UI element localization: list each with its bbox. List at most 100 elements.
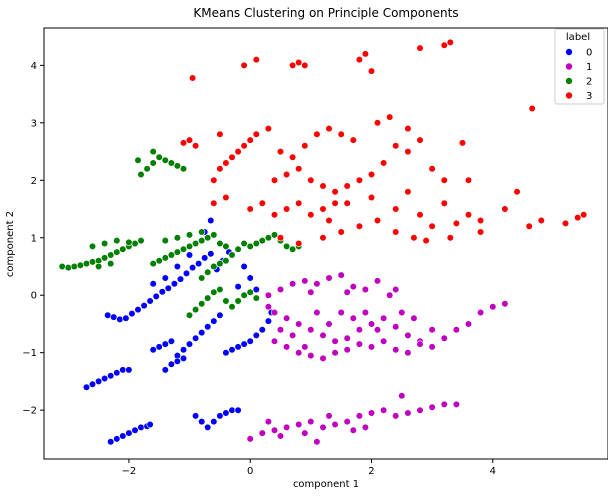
data-point-3 [428,165,436,173]
data-point-1 [276,326,285,334]
data-point-1 [380,337,388,345]
data-point-3 [416,44,424,52]
data-point-0 [122,314,130,322]
data-point-3 [295,58,303,67]
y-tick-label: 2 [31,176,37,187]
data-point-2 [210,288,218,296]
data-point-3 [416,136,424,144]
data-point-0 [155,343,163,351]
data-point-2 [198,228,206,236]
data-point-3 [440,199,448,207]
data-point-3 [185,136,194,144]
data-point-2 [173,248,181,256]
data-point-1 [307,326,315,334]
data-point-2 [234,245,242,253]
data-point-0 [82,383,91,391]
data-point-2 [216,260,224,268]
data-point-0 [152,292,160,301]
data-point-1 [319,423,327,432]
data-point-3 [189,74,197,82]
data-point-3 [343,199,351,207]
data-point-3 [319,205,327,213]
data-point-1 [325,412,333,420]
data-point-3 [301,61,309,70]
data-point-1 [283,343,291,351]
legend-title: label [566,32,590,43]
data-point-2 [88,242,97,250]
data-point-0 [258,326,266,334]
data-point-1 [319,354,327,363]
data-point-2 [185,242,194,250]
data-point-0 [201,254,209,262]
data-point-1 [452,400,461,409]
data-point-1 [307,418,315,426]
data-point-3 [331,188,339,196]
data-point-3 [367,193,376,202]
data-point-3 [289,153,297,161]
data-point-3 [240,142,248,150]
data-point-1 [283,314,291,322]
data-point-0 [252,285,260,294]
legend: label 0 1 2 3 [554,28,605,105]
data-point-3 [301,142,309,150]
data-point-2 [198,300,206,308]
data-point-1 [373,277,382,285]
data-point-0 [100,374,109,383]
legend-box [554,28,605,105]
data-point-3 [355,55,364,64]
data-point-2 [198,237,206,245]
data-point-1 [452,326,461,334]
data-point-1 [276,432,285,440]
data-point-3 [246,205,254,213]
data-point-1 [307,288,315,296]
data-point-3 [222,159,230,167]
data-point-3 [313,130,321,138]
data-point-0 [185,340,194,348]
data-point-1 [392,323,400,331]
y-tick-label: 4 [31,61,37,72]
data-point-0 [246,274,254,282]
data-point-3 [373,119,382,127]
data-point-3 [464,176,473,184]
data-point-2 [113,237,121,245]
data-point-1 [416,340,424,348]
data-point-1 [331,420,339,429]
x-tick-label: 0 [247,466,253,477]
data-point-2 [210,231,218,239]
data-point-3 [537,216,545,225]
data-point-2 [192,239,200,248]
data-point-1 [404,409,412,417]
data-point-3 [452,219,461,227]
data-point-1 [367,320,376,328]
data-point-1 [380,406,388,414]
data-point-2 [258,237,266,245]
data-point-1 [270,337,279,345]
data-point-2 [185,231,194,239]
data-point-0 [234,283,242,291]
data-point-3 [283,170,291,179]
points-layer [58,38,588,446]
data-point-0 [131,426,139,434]
data-point-0 [110,313,118,321]
data-point-3 [222,193,230,202]
data-point-3 [331,199,339,207]
data-point-3 [337,130,345,138]
data-point-1 [373,326,382,334]
data-point-1 [264,291,273,299]
data-point-0 [195,260,203,268]
data-point-0 [179,354,188,363]
data-point-1 [337,308,345,317]
data-point-2 [222,297,230,305]
data-point-0 [164,284,172,292]
data-point-3 [240,61,248,70]
data-point-1 [289,280,297,288]
data-point-2 [252,294,260,302]
data-point-2 [216,239,224,248]
data-point-1 [349,283,357,291]
data-point-3 [367,67,376,75]
data-point-0 [228,346,236,354]
data-point-0 [149,280,157,288]
data-point-0 [185,251,194,259]
data-point-3 [349,136,357,144]
data-point-3 [410,234,418,242]
